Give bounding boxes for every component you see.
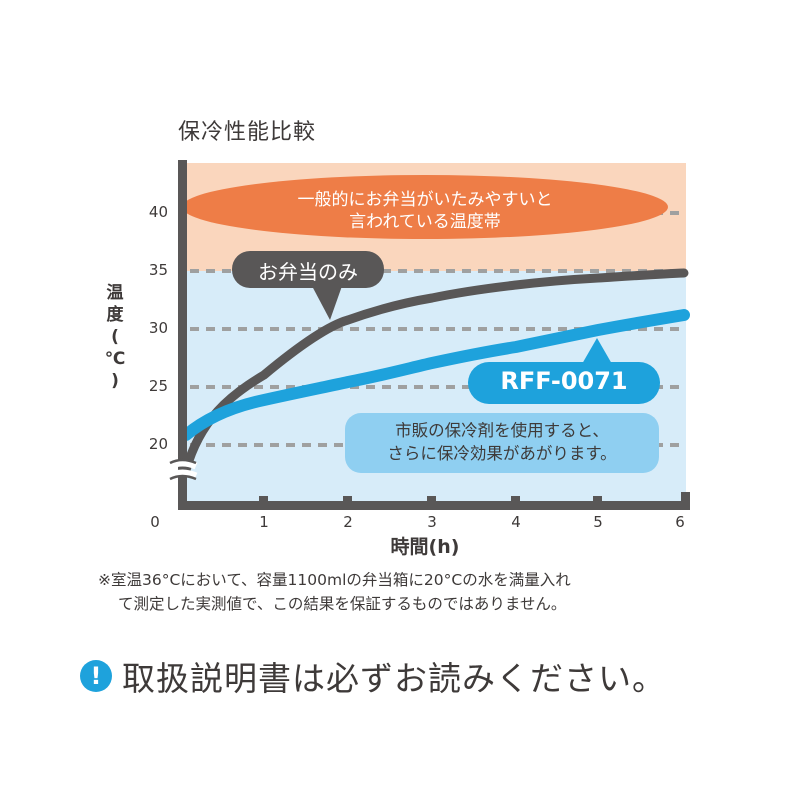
x-tick-marks — [259, 496, 602, 502]
danger-zone-label — [182, 175, 668, 239]
product-label: RFF-0071 — [500, 367, 628, 395]
y-tick-40: 40 — [148, 203, 168, 221]
footnote-line1: ※室温36°Cにおいて、容量1100mlの弁当箱に20°Cの水を満量入れ — [98, 571, 571, 589]
chart-plot — [168, 160, 690, 510]
y-tick-35: 35 — [148, 261, 168, 279]
tip-label: 市販の保冷剤を使用すると、 さらに保冷効果があがります。 — [345, 419, 659, 465]
x-tick-6: 6 — [675, 513, 685, 531]
product-callout — [468, 338, 660, 404]
y-tick-25: 25 — [148, 377, 168, 395]
x-axis — [178, 501, 690, 510]
tip-line1: 市販の保冷剤を使用すると、 — [395, 421, 609, 440]
tip-line2: さらに保冷効果があがります。 — [387, 444, 617, 463]
bento-only-line — [181, 268, 689, 475]
x-tick-4: 4 — [511, 513, 521, 531]
exclamation-icon: ! — [80, 660, 112, 692]
warning-text: 取扱説明書は必ずお読みください。 — [122, 659, 666, 698]
y-tick-30: 30 — [148, 319, 168, 337]
x-tick-2: 2 — [343, 513, 353, 531]
danger-zone-line2: 言われている温度帯 — [349, 212, 501, 232]
x-tick-1: 1 — [259, 513, 269, 531]
warning-notice: ! 取扱説明書は必ずお読みください。 — [80, 652, 666, 700]
y-axis — [178, 160, 187, 510]
x-tick-0: 0 — [150, 513, 160, 531]
bento-only-callout — [232, 251, 384, 320]
x-tick-5: 5 — [593, 513, 603, 531]
y-tick-20: 20 — [148, 435, 168, 453]
x-tick-3: 3 — [427, 513, 437, 531]
y-axis-label: 温度(℃) — [104, 283, 126, 391]
rff-0071-line — [180, 309, 690, 441]
x-axis-label: 時間(h) — [390, 536, 460, 558]
axis-break-icon — [168, 458, 198, 481]
bento-only-label: お弁当のみ — [258, 260, 358, 284]
chart-title: 保冷性能比較 — [178, 120, 317, 145]
danger-zone-label-text: 一般的にお弁当がいたみやすいと 言われている温度帯 — [182, 189, 668, 233]
danger-zone-line1: 一般的にお弁当がいたみやすいと — [297, 190, 553, 210]
footnote-line2: て測定した実測値で、この結果を保証するものではありません。 — [118, 595, 567, 613]
tip-callout — [345, 413, 659, 473]
